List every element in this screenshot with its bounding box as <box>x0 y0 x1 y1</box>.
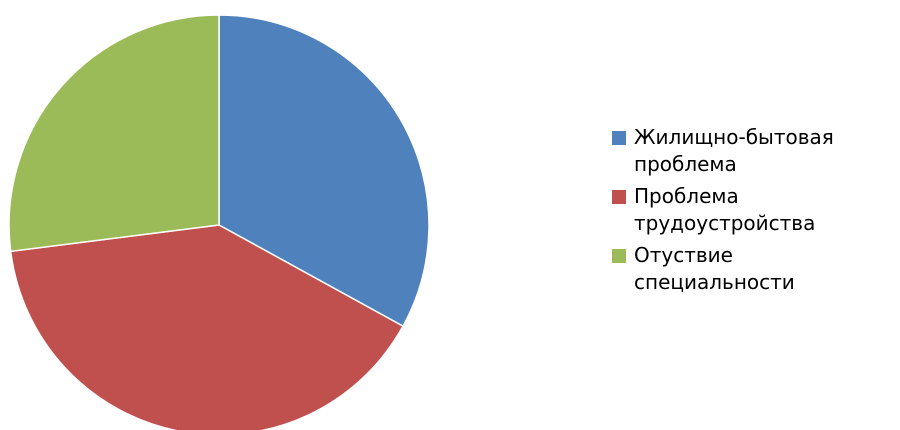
pie-slice <box>8 14 220 253</box>
legend-item: Отуствие специальности <box>612 242 897 296</box>
pie-slice <box>218 14 430 328</box>
legend-swatch <box>612 249 626 263</box>
legend-label: Отуствие специальности <box>634 243 795 294</box>
legend-item: Проблема трудоустройства <box>612 183 897 237</box>
legend-swatch <box>612 190 626 204</box>
legend-item: Жилищно-бытовая проблема <box>612 124 897 178</box>
legend-swatch <box>612 131 626 145</box>
legend-label: Жилищно-бытовая проблема <box>634 125 834 176</box>
pie-chart <box>8 14 430 430</box>
legend: Жилищно-бытовая проблема Проблема трудоу… <box>612 124 897 301</box>
pie-slice <box>9 224 405 430</box>
legend-label: Проблема трудоустройства <box>634 184 816 235</box>
